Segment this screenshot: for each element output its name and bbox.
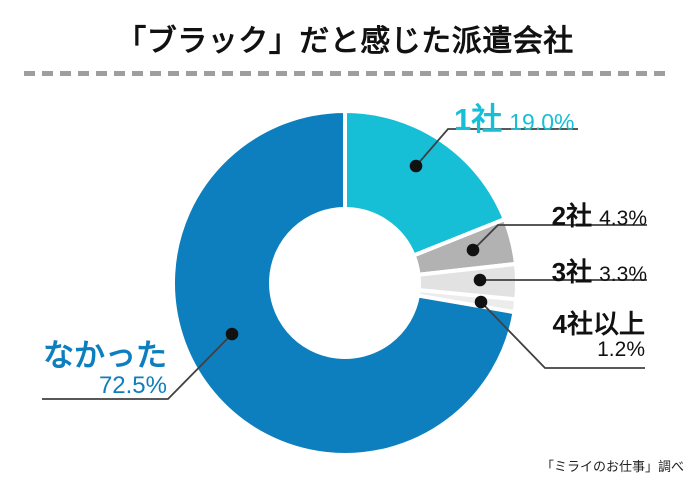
callout-line-two-companies: [472, 224, 647, 251]
callout-line-one-company: [415, 128, 578, 167]
segment-percentage: 3.3%: [599, 263, 647, 286]
callout-label-none: なかった 72.5%: [43, 340, 167, 399]
callout-dot-three-companies: [473, 273, 487, 287]
callout-dot-two-companies: [466, 243, 480, 257]
segment-label: 4社以上: [552, 309, 645, 339]
callout-dot-four-or-more: [474, 295, 488, 309]
donut-segment-none: [171, 108, 517, 457]
donut-segment-one-company: [343, 108, 508, 259]
segment-percentage: 1.2%: [597, 338, 645, 362]
source-credit: 「ミライのお仕事」調べ: [540, 459, 684, 474]
callout-line-none: [42, 333, 233, 400]
callout-label-four-or-more: 4社以上 1.2%: [552, 309, 645, 362]
segment-percentage: 4.3%: [599, 207, 647, 230]
callout-dot-none: [225, 327, 239, 341]
callout-label-two-companies: 2社 4.3%: [552, 196, 647, 233]
callout-dot-one-company: [409, 159, 423, 173]
callout-label-three-companies: 3社 3.3%: [552, 252, 647, 289]
segment-percentage: 72.5%: [98, 372, 167, 399]
callout-line-four-or-more: [480, 301, 645, 369]
page-title: 「ブラック」だと感じた派遣会社: [116, 25, 574, 58]
segment-label: なかった: [43, 338, 167, 373]
segment-percentage: 19.0%: [509, 109, 575, 135]
segment-label: 1社: [454, 102, 503, 137]
dashed-divider: [24, 71, 666, 76]
callout-label-one-company: 1社 19.0%: [454, 94, 574, 139]
segment-label: 3社: [551, 257, 593, 287]
segment-label: 2社: [551, 201, 593, 231]
